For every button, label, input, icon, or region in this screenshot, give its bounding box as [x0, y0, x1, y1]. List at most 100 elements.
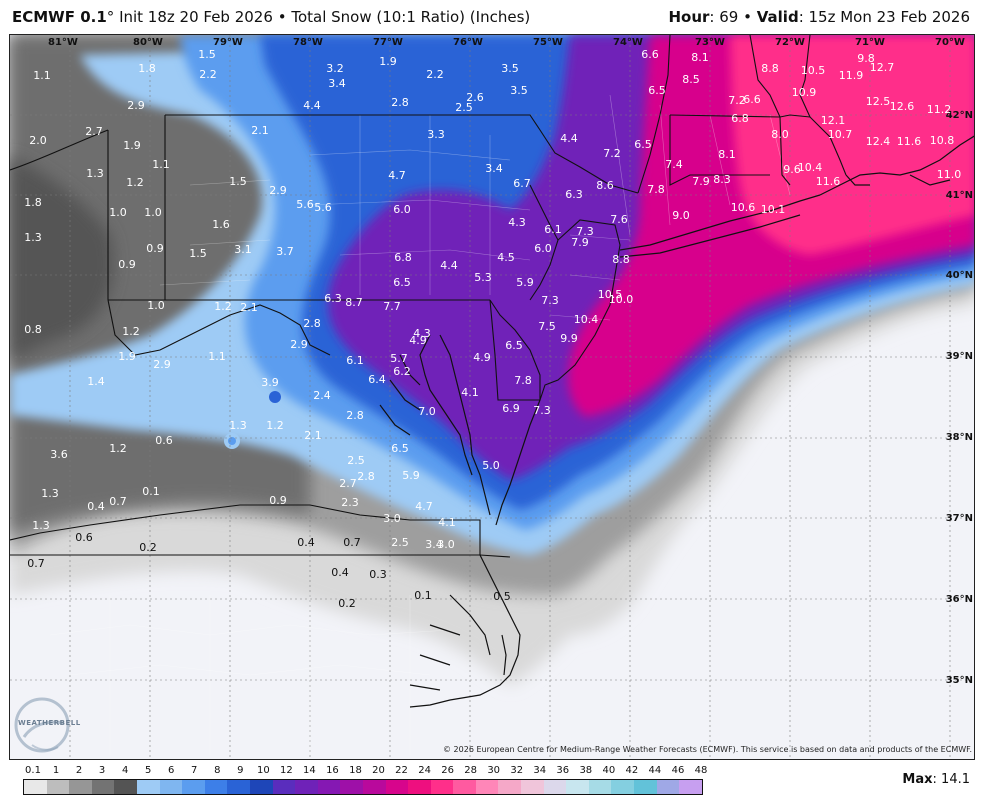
snow-total-label: 2.3 [341, 496, 359, 509]
snow-total-label: 12.6 [890, 100, 915, 113]
logo-graphic [14, 697, 70, 753]
snow-total-label: 2.9 [127, 99, 145, 112]
snowfall-map[interactable]: 81°W 80°W 79°W 78°W 77°W 76°W 75°W 74°W 73°W 72°W… [9, 34, 975, 760]
snow-total-label: 7.2 [603, 147, 621, 160]
snow-total-label: 1.5 [198, 48, 216, 61]
snow-total-label: 9.8 [857, 52, 875, 65]
legend-tick-label: 20 [372, 765, 385, 776]
max-label: Max [902, 772, 933, 787]
snow-total-label: 0.7 [27, 557, 45, 570]
legend-swatch [679, 780, 702, 794]
snow-total-label: 1.3 [229, 419, 247, 432]
snow-total-label: 5.3 [474, 271, 492, 284]
snow-total-label: 0.4 [331, 566, 349, 579]
legend-swatch [588, 780, 612, 794]
snow-total-label: 2.7 [339, 477, 357, 490]
snow-total-label: 6.5 [393, 276, 411, 289]
legend-swatch [362, 780, 386, 794]
valid-bullet: • [743, 8, 752, 26]
snow-total-label: 5.6 [296, 198, 314, 211]
snow-total-label: 12.7 [870, 61, 895, 74]
snow-total-label: 1.9 [123, 139, 141, 152]
snow-total-label: 1.2 [126, 176, 144, 189]
snow-total-label: 6.1 [544, 223, 562, 236]
legend-swatch [249, 780, 273, 794]
snow-total-label: 4.1 [461, 386, 479, 399]
legend-tick-label: 44 [648, 765, 662, 776]
snow-total-label: 2.8 [303, 317, 321, 330]
legend-tick-label: 4 [121, 765, 129, 776]
legend-swatch [91, 780, 115, 794]
snow-total-label: 7.3 [576, 225, 594, 238]
product-name: Total Snow (10:1 Ratio) (Inches) [291, 8, 531, 26]
legend-tick-labels: 0.1 1 2 3 4 5 6 7 8 9 10 12 14 16 18 20 22 24 26 28 30 32 34 36… [23, 765, 707, 777]
model-name: ECMWF 0.1 [12, 8, 107, 26]
snow-total-label: 6.8 [731, 112, 749, 125]
snow-total-label: 11.0 [937, 168, 962, 181]
snow-total-label: 10.5 [801, 64, 826, 77]
snow-total-label: 1.3 [41, 487, 59, 500]
legend-tick-label: 10 [256, 765, 270, 776]
snow-total-label: 0.2 [338, 597, 356, 610]
snow-total-label: 8.1 [718, 148, 736, 161]
valid-value: : 15z Mon 23 Feb 2026 [798, 8, 970, 26]
longitude-label: 70°W [935, 37, 965, 48]
snow-total-label: 9.6 [783, 163, 801, 176]
longitude-label: 78°W [293, 37, 323, 48]
snow-total-label: 2.2 [199, 68, 217, 81]
snow-total-label: 6.9 [502, 402, 520, 415]
legend-swatch [69, 780, 92, 794]
snow-total-label: 0.1 [142, 485, 160, 498]
legend-swatch [204, 780, 228, 794]
snow-total-label: 4.9 [409, 334, 427, 347]
map-title: ECMWF 0.1° Init 18z 20 Feb 2026 • Total … [12, 8, 530, 26]
snow-total-label: 6.5 [634, 138, 652, 151]
snow-total-label: 4.7 [388, 169, 406, 182]
snow-total-label: 2.9 [153, 358, 171, 371]
latitude-label: 40°N [946, 270, 973, 281]
snow-total-label: 2.0 [29, 134, 47, 147]
snow-total-label: 2.8 [346, 409, 364, 422]
legend-tick-label: 24 [418, 765, 431, 776]
snow-total-label: 7.9 [692, 175, 710, 188]
legend-tick-label: 30 [487, 765, 501, 776]
longitude-label: 77°W [373, 37, 403, 48]
legend-tick-label: 9 [237, 765, 244, 776]
map-header: ECMWF 0.1° Init 18z 20 Feb 2026 • Total … [0, 0, 984, 34]
snow-total-label: 8.5 [682, 73, 700, 86]
snow-total-label: 1.2 [266, 419, 284, 432]
legend-tick-label: 14 [303, 765, 316, 776]
legend-swatch [46, 780, 70, 794]
snow-total-label: 5.7 [390, 352, 408, 365]
snow-total-label: 0.4 [87, 500, 105, 513]
snow-total-label: 1.5 [189, 247, 207, 260]
snow-total-label: 0.4 [297, 536, 315, 549]
snow-total-label: 1.5 [229, 175, 247, 188]
legend-tick-label: 46 [671, 765, 685, 776]
latitude-label: 42°N [946, 110, 973, 121]
snow-total-label: 7.0 [418, 405, 436, 418]
snow-total-label: 4.5 [497, 251, 515, 264]
legend-tick-label: 18 [349, 765, 362, 776]
legend-tick-label: 32 [510, 765, 524, 776]
legend-swatch [430, 780, 454, 794]
legend-swatch [114, 780, 137, 794]
snow-total-label: 2.9 [290, 338, 308, 351]
snow-total-label: 6.3 [565, 188, 583, 201]
snow-total-label: 0.6 [155, 434, 173, 447]
snow-total-label: 0.1 [414, 589, 432, 602]
snow-total-label: 1.1 [208, 350, 226, 363]
snow-total-label: 3.5 [510, 84, 528, 97]
snow-total-label: 3.7 [276, 245, 294, 258]
snow-total-label: 7.9 [571, 236, 589, 249]
snow-total-label: 0.7 [343, 536, 361, 549]
legend-tick-label: 40 [602, 765, 616, 776]
snow-total-label: 5.9 [516, 276, 534, 289]
snow-total-label: 3.9 [261, 376, 279, 389]
snow-total-label: 2.1 [240, 301, 258, 314]
snow-total-label: 7.7 [383, 300, 401, 313]
legend-tick-label: 6 [168, 765, 175, 776]
snow-total-label: 6.5 [648, 84, 666, 97]
snow-total-label: 5.6 [314, 201, 332, 214]
snow-total-label: 12.1 [821, 114, 846, 127]
